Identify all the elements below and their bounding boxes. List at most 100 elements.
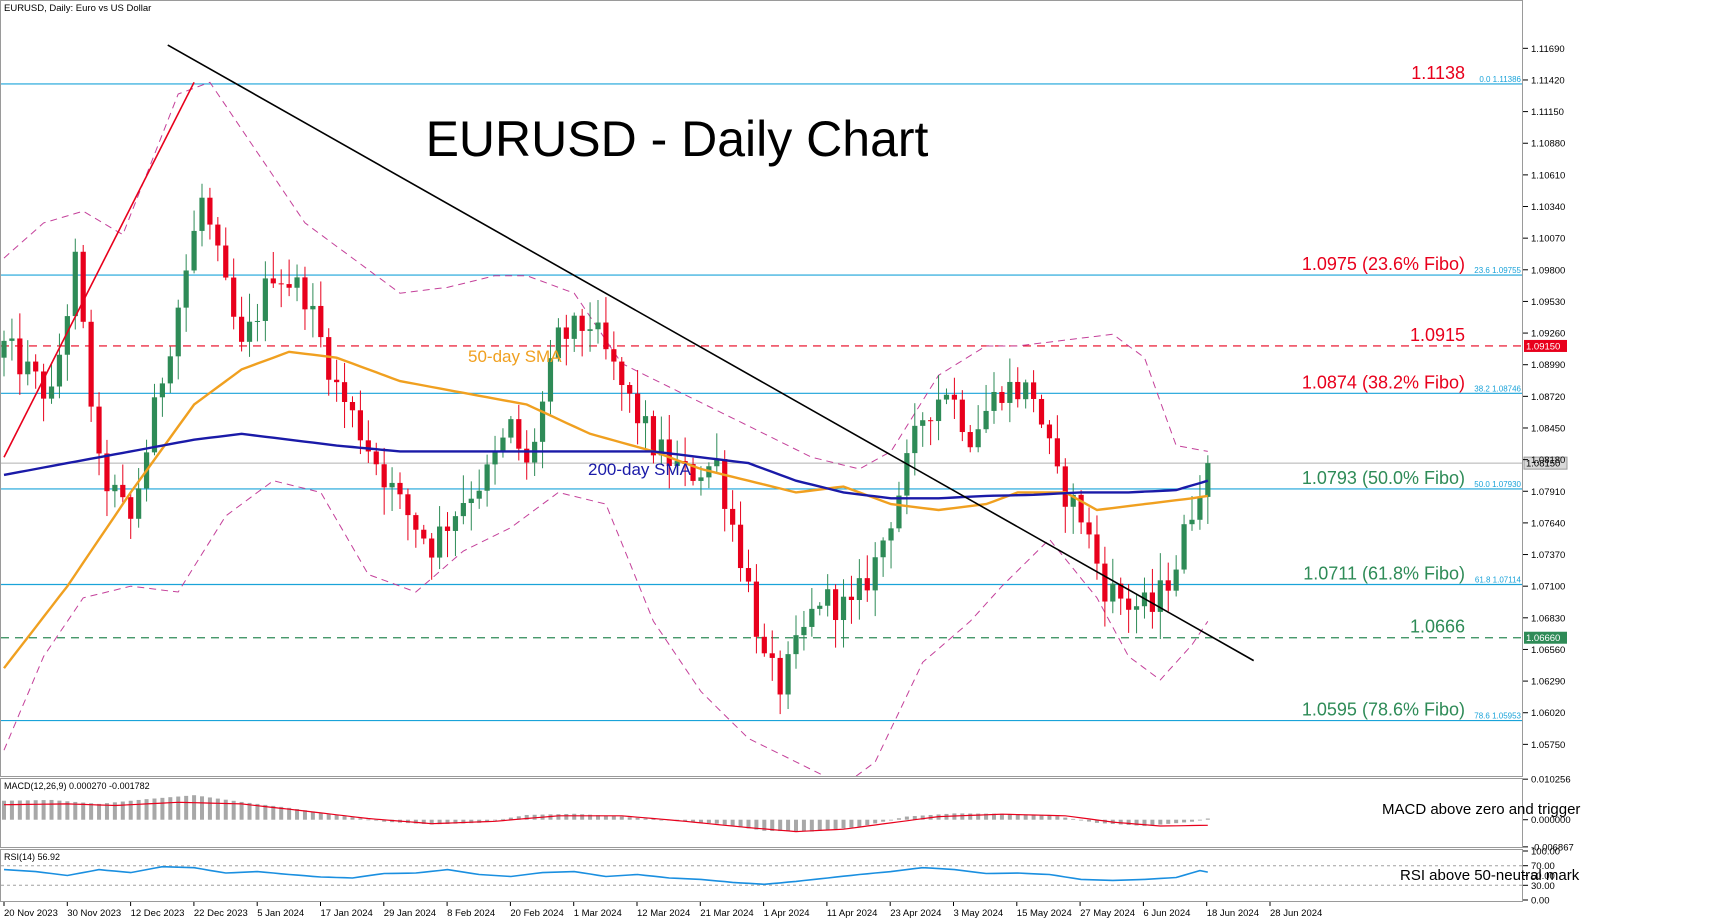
macd-histogram-bar: [881, 819, 886, 822]
candle-body: [603, 322, 609, 350]
macd-histogram-bar: [603, 815, 608, 820]
candle-body: [912, 425, 918, 454]
macd-histogram-bar: [1150, 819, 1155, 826]
macd-tick-label: 0.000000: [1531, 815, 1571, 826]
level-price-tag: [1524, 631, 1567, 644]
macd-histogram-bar: [120, 801, 125, 820]
candle-body: [737, 524, 744, 569]
macd-histogram-bar: [279, 806, 284, 820]
level-price-tag-label: 1.09150: [1526, 341, 1560, 352]
price-tick-label: 1.06290: [1531, 677, 1565, 688]
macd-histogram-bar: [485, 819, 490, 822]
macd-histogram-bar: [453, 819, 458, 824]
price-tick-label: 1.10610: [1531, 170, 1565, 181]
macd-histogram-bar: [809, 819, 814, 832]
macd-histogram-bar: [691, 819, 696, 823]
date-tick-label: 6 Jun 2024: [1143, 908, 1190, 919]
macd-histogram-bar: [778, 819, 783, 832]
candle-body: [239, 316, 245, 342]
sma200-label: 200-day SMA: [588, 460, 692, 479]
candle-body: [769, 653, 775, 658]
macd-histogram-bar: [1015, 814, 1020, 820]
date-tick-label: 30 Nov 2023: [67, 908, 121, 919]
price-tick-label: 1.09530: [1531, 297, 1565, 308]
date-axis: 20 Nov 2023 30 Nov 2023 12 Dec 2023 22 Dec …: [3, 902, 1322, 919]
candle-body: [1181, 524, 1187, 570]
macd-histogram-bar: [849, 819, 854, 828]
candle-body: [1070, 494, 1076, 507]
price-tick-label: 1.09800: [1531, 265, 1565, 276]
candle-body: [864, 578, 870, 591]
macd-histogram-bar: [1047, 814, 1052, 820]
sma200-line: [3, 432, 1209, 500]
date-tick-label: 23 Apr 2024: [890, 908, 941, 919]
candle-body: [167, 356, 173, 384]
macd-histogram-bar: [493, 819, 498, 821]
price-tick-label: 1.10340: [1531, 202, 1565, 213]
macd-tick-label: 0.010256: [1531, 775, 1571, 786]
macd-histogram-bar: [1007, 813, 1012, 820]
macd-histogram-bar: [992, 813, 996, 820]
macd-histogram-bar: [722, 819, 727, 825]
candle-body: [294, 277, 300, 288]
candle-body: [207, 197, 213, 225]
candle-body: [1126, 598, 1132, 610]
candle-body: [642, 416, 649, 424]
rsi-tick-label: 0.00: [1531, 896, 1550, 907]
macd-histogram-bar: [326, 813, 331, 820]
fib-level-tag: 38.2 1.08746: [1474, 384, 1521, 393]
candle-body: [840, 596, 847, 621]
level-label: 1.1138: [1411, 63, 1465, 83]
macd-histogram-bar: [57, 800, 62, 820]
price-tick-label: 1.07370: [1531, 550, 1565, 561]
macd-histogram-bar: [176, 796, 181, 820]
macd-histogram-bar: [81, 802, 86, 820]
macd-histogram-bar: [516, 816, 521, 820]
macd-histogram-bar: [287, 807, 292, 820]
date-tick-label: 15 May 2024: [1017, 908, 1072, 919]
candle-body: [983, 410, 989, 430]
date-tick-label: 27 May 2024: [1080, 908, 1135, 919]
candle-body: [231, 277, 237, 317]
candle-body: [999, 391, 1005, 403]
candle-body: [48, 386, 55, 399]
macd-pane: [0, 778, 1523, 848]
macd-histogram-bar: [461, 819, 466, 824]
candle-body: [888, 528, 894, 541]
macd-histogram-bar: [825, 819, 830, 830]
price-tick-label: 1.11150: [1531, 107, 1564, 118]
candle-body: [1197, 496, 1203, 520]
candle-body: [563, 327, 569, 339]
macd-histogram-bar: [1071, 818, 1076, 820]
candle-body: [817, 605, 823, 609]
macd-histogram-bar: [310, 811, 315, 820]
candle-body: [611, 349, 617, 362]
candle-body: [753, 581, 759, 637]
macd-histogram-bar: [104, 803, 109, 820]
macd-histogram-bar: [556, 814, 561, 820]
date-tick-label: 29 Jan 2024: [384, 908, 436, 919]
macd-histogram-bar: [89, 803, 94, 820]
date-tick-label: 22 Dec 2023: [194, 908, 248, 919]
macd-histogram-bar: [2, 800, 6, 820]
candle-body: [1046, 424, 1053, 439]
level-label: 1.0711 (61.8% Fibo): [1303, 564, 1465, 584]
macd-histogram-bar: [659, 819, 664, 821]
macd-histogram-bar: [239, 801, 244, 820]
candle-body: [191, 230, 197, 271]
downtrend-line: [167, 44, 1255, 662]
candle-body: [120, 484, 126, 498]
fib-level-tag: 0.0 1.11386: [1479, 75, 1521, 84]
date-tick-label: 8 Feb 2024: [447, 908, 495, 919]
macd-histogram-bar: [263, 804, 268, 820]
candle-body: [17, 338, 23, 375]
candle-body: [698, 477, 704, 481]
candle-body: [928, 420, 934, 422]
candle-body: [64, 316, 70, 355]
candle-body: [991, 391, 997, 411]
candle-body: [571, 315, 577, 339]
macd-histogram-bar: [746, 819, 751, 829]
macd-histogram-bar: [49, 799, 54, 820]
